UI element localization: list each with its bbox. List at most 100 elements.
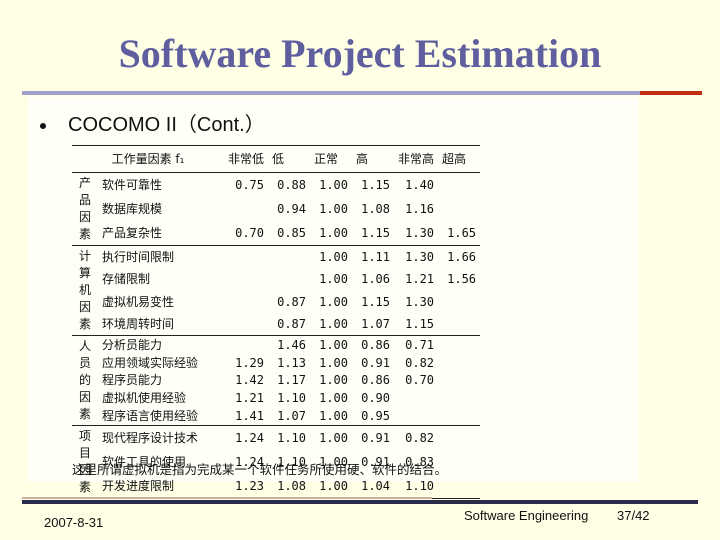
table-row: 应用领域实际经验 1.29 1.13 1.00 0.91 0.82 [72,354,480,372]
value-cell: 1.16 [405,201,435,216]
factor-cell: 开发进度限制 [102,478,175,493]
value-cell: 0.94 [277,201,307,216]
value-cell [268,268,310,290]
table-row: 项目因素 现代程序设计技术 1.24 1.10 1.00 0.91 0.82 [72,426,480,494]
slide-title: Software Project Estimation [118,31,602,76]
value-cell: 1.07 [361,316,391,331]
header-cell: 超高 [442,152,467,166]
table-row: 人员的因素 分析员能力 1.46 1.00 0.86 0.71 [72,336,480,421]
factor-cell: 虚拟机易变性 [102,294,175,309]
header-cell: 高 [356,152,369,166]
value-cell: 1.30 [405,294,435,309]
header-cell: 非常高 [398,152,435,166]
table-row: 产品因素 软件可靠性 0.75 0.88 1.00 1.15 1.40 [72,173,480,241]
header-cell: 低 [272,152,285,166]
factor-cell: 分析员能力 [102,337,163,352]
value-cell: 1.65 [447,225,477,240]
factor-cell: 产品复杂性 [102,225,163,240]
value-cell [438,290,480,312]
value-cell [438,354,480,372]
title-divider-accent [640,91,702,95]
factor-cell: 软件可靠性 [102,178,163,193]
factor-cell: 执行时间限制 [102,250,175,265]
value-cell: 1.17 [277,373,307,388]
value-cell: 1.00 [319,250,349,265]
value-cell: 0.71 [405,337,435,352]
factor-cell: 应用领域实际经验 [102,355,199,370]
value-cell: 1.11 [361,250,391,265]
factor-cell: 虚拟机使用经验 [102,391,187,406]
value-cell: 0.85 [277,225,307,240]
value-cell: 1.00 [319,454,349,469]
value-cell: 1.00 [319,337,349,352]
value-cell: 1.00 [319,272,349,287]
category-cell: 人员的因素 [78,339,91,421]
table-row: 环境周转时间 0.87 1.00 1.07 1.15 [72,313,480,336]
table-header-row: 工作量因素 f₁ 非常低 低 正常 高 非常高 超高 [72,145,481,173]
table-row: 开发进度限制 1.23 1.08 1.00 1.04 1.10 [72,474,480,499]
factor-group: 项目因素 现代程序设计技术 1.24 1.10 1.00 0.91 0.82 软件工具的使用 1… [72,426,481,499]
table-row: 计算机因素 执行时间限制 1.00 1.11 1.30 1.66 [72,246,480,331]
header-cell: 工作量因素 f₁ [111,152,185,166]
value-cell: 1.66 [447,250,477,265]
value-cell: 0.87 [277,316,307,331]
value-cell: 0.82 [405,355,435,370]
value-cell: 1.00 [319,316,349,331]
factor-group: 计算机因素 执行时间限制 1.00 1.11 1.30 1.66 存储限制 1.00 1.06 1… [72,246,481,336]
value-cell: 1.00 [319,409,349,424]
value-cell: 0.83 [405,454,435,469]
factor-group: 产品因素 软件可靠性 0.75 0.88 1.00 1.15 1.40 数据库规模 0.94 1.… [72,173,481,246]
value-cell [438,426,480,451]
table-row: 存储限制 1.00 1.06 1.21 1.56 [72,268,480,290]
header-cell: 非常低 [228,152,265,166]
value-cell: 0.95 [361,409,391,424]
value-cell: 1.42 [235,373,265,388]
value-cell: 0.91 [361,431,391,446]
value-cell: 1.30 [405,250,435,265]
value-cell: 1.40 [405,178,435,193]
factor-cell: 数据库规模 [102,201,163,216]
value-cell: 1.00 [319,478,349,493]
value-cell: 1.21 [405,272,435,287]
value-cell: 1.10 [277,454,307,469]
value-cell [438,173,480,198]
value-cell [438,372,480,390]
factor-cell: 程序员能力 [102,373,163,388]
value-cell [224,313,268,336]
value-cell [224,197,268,221]
bullet-item: COCOMO II（Cont.） [40,108,265,137]
factor-cell: 存储限制 [102,272,151,287]
value-cell: 0.86 [361,373,391,388]
value-cell: 1.00 [319,178,349,193]
value-cell: 1.30 [405,225,435,240]
value-cell [268,246,310,269]
value-cell: 1.15 [361,294,391,309]
value-cell: 1.10 [277,391,307,406]
value-cell: 1.08 [361,201,391,216]
factor-group: 人员的因素 分析员能力 1.46 1.00 0.86 0.71 应用领域实际经验 1.29 1.… [72,336,481,426]
value-cell: 1.46 [277,337,307,352]
value-cell: 0.70 [235,225,265,240]
category-cell: 产品因素 [78,176,91,241]
value-cell [394,407,438,425]
bullet-icon [40,122,46,129]
value-cell: 1.00 [319,225,349,240]
value-cell [224,246,268,269]
value-cell: 1.10 [405,478,435,493]
table-row: 产品复杂性 0.70 0.85 1.00 1.15 1.30 1.65 [72,221,480,246]
value-cell: 1.24 [235,431,265,446]
value-cell: 1.10 [277,431,307,446]
value-cell: 1.00 [319,373,349,388]
value-cell [438,197,480,221]
value-cell [224,268,268,290]
title-divider [22,91,702,95]
value-cell: 1.23 [235,478,265,493]
value-cell [438,389,480,407]
value-cell: 0.88 [277,178,307,193]
cocomo-factor-table: 工作量因素 f₁ 非常低 低 正常 高 非常高 超高 产品因素 软件可靠性 0.75… [72,145,481,499]
value-cell: 1.00 [319,294,349,309]
value-cell: 1.00 [319,201,349,216]
value-cell: 1.21 [235,391,265,406]
footer-date: 2007-8-31 [44,515,104,530]
factor-cell: 程序语言使用经验 [102,409,199,424]
